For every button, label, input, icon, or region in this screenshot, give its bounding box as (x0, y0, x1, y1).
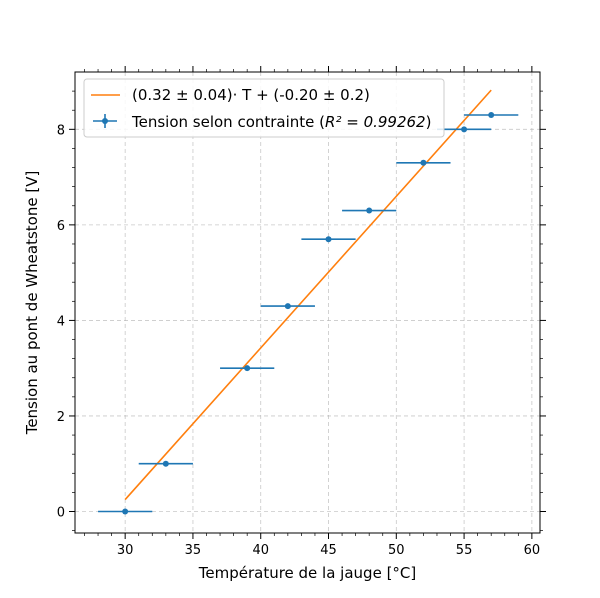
data-point (162, 460, 169, 467)
data-point (488, 111, 495, 118)
data-point (461, 126, 468, 133)
legend-scatter-label: Tension selon contrainte (R² = 0.99262) (131, 113, 431, 131)
data-point (244, 365, 251, 372)
legend-errorbar-swatch-marker (102, 118, 108, 124)
errorbar-layer (98, 111, 519, 515)
data-point (325, 236, 332, 243)
ticks: 30 35 40 45 50 55 60 0 2 4 6 8 (57, 66, 546, 558)
legend-scatter-label-r2: R² = 0.99262 (325, 113, 426, 131)
legend: (0.32 ± 0.04)· T + (-0.20 ± 0.2) Tension… (83, 78, 445, 138)
grid (75, 72, 540, 533)
legend-box (83, 78, 445, 138)
x-tick-label: 40 (252, 543, 269, 558)
x-tick-label: 60 (524, 543, 541, 558)
data-point (420, 159, 427, 166)
y-tick-label: 8 (57, 123, 65, 138)
legend-fit-line-label: (0.32 ± 0.04)· T + (-0.20 ± 0.2) (132, 86, 370, 104)
y-tick-label: 4 (57, 314, 65, 329)
x-tick-label: 30 (117, 543, 134, 558)
legend-scatter-label-prefix: Tension selon contrainte ( (131, 113, 325, 131)
x-axis-title: Température de la jauge [°C] (198, 564, 417, 582)
y-tick-label: 2 (57, 410, 65, 425)
data-point (284, 303, 291, 310)
y-tick-label: 6 (57, 219, 65, 234)
x-tick-label: 35 (185, 543, 202, 558)
y-tick-label: 0 (57, 506, 65, 521)
x-tick-label: 45 (320, 543, 337, 558)
x-tick-label: 50 (388, 543, 405, 558)
axes-frame (74, 71, 541, 534)
x-tick-label: 55 (456, 543, 473, 558)
fit-line-layer (124, 89, 492, 501)
y-axis-title: Tension au pont de Wheatstone [V] (23, 171, 41, 436)
data-point (122, 508, 129, 515)
data-point (366, 207, 373, 214)
legend-scatter-label-suffix: ) (426, 113, 432, 131)
fit-line (124, 89, 492, 501)
